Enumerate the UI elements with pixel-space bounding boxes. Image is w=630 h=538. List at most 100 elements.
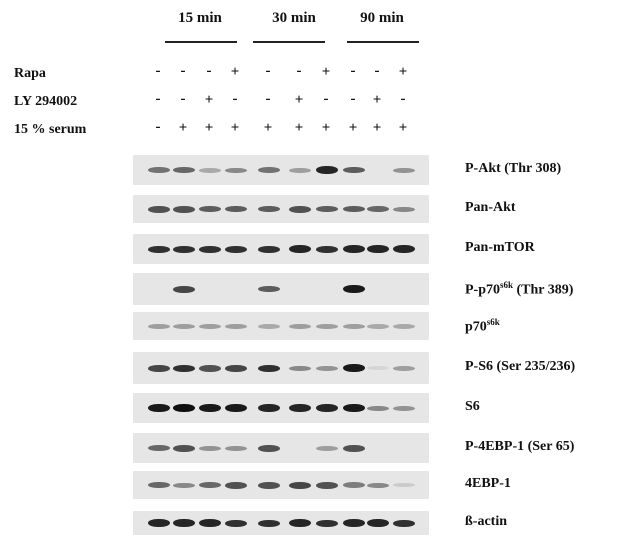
blot-band: [173, 365, 195, 372]
blot-strip: [133, 155, 429, 185]
blot-band: [289, 168, 311, 173]
blot-band: [393, 406, 415, 411]
blot-band: [173, 519, 195, 527]
blot-label-main: Pan-Akt: [465, 200, 516, 215]
blot-band: [343, 482, 365, 488]
condition-sign: +: [204, 92, 214, 108]
blot-band: [367, 366, 389, 370]
blot-band: [316, 520, 338, 527]
blot-band: [316, 482, 338, 489]
blot-band: [258, 482, 280, 489]
timepoint-label-30min: 30 min: [272, 10, 316, 26]
blot-band: [343, 445, 365, 452]
blot-label-main: P-S6 (Ser 235/236): [465, 359, 576, 374]
blot-band: [343, 167, 365, 173]
blot-band: [258, 365, 280, 372]
blot-band: [173, 483, 195, 488]
blot-band: [225, 446, 247, 451]
blot-label: P-Akt (Thr 308): [465, 161, 561, 177]
blot-label: Pan-Akt: [465, 200, 516, 216]
blot-band: [173, 286, 195, 293]
blot-label-main: Pan-mTOR: [465, 240, 535, 255]
condition-sign: +: [230, 64, 240, 80]
blot-label-main: S6: [465, 399, 480, 414]
blot-band: [199, 168, 221, 173]
blot-band: [199, 324, 221, 329]
blot-label-main: ß-actin: [465, 514, 507, 529]
blot-band: [393, 520, 415, 527]
condition-sign: -: [350, 91, 356, 107]
condition-sign: -: [265, 63, 271, 79]
blot-strip: [133, 234, 429, 264]
blot-band: [258, 445, 280, 452]
blot-band: [148, 206, 170, 213]
blot-band: [289, 482, 311, 489]
blot-strip: [133, 433, 429, 463]
condition-sign: -: [155, 91, 161, 107]
condition-sign: +: [294, 120, 304, 136]
blot-label: P-S6 (Ser 235/236): [465, 359, 575, 375]
blot-band: [258, 324, 280, 329]
condition-sign: +: [398, 120, 408, 136]
blot-band: [316, 366, 338, 371]
blot-band: [173, 167, 195, 173]
condition-label-serum: 15 % serum: [14, 122, 87, 137]
blot-band: [199, 404, 221, 412]
blot-band: [199, 446, 221, 451]
condition-sign: +: [263, 120, 273, 136]
blot-band: [289, 366, 311, 371]
blot-band: [225, 206, 247, 212]
blot-band: [225, 404, 247, 412]
condition-sign: -: [155, 119, 161, 135]
condition-sign: -: [206, 63, 212, 79]
condition-sign: +: [372, 92, 382, 108]
blot-band: [367, 324, 389, 329]
blot-band: [173, 404, 195, 412]
blot-band: [148, 167, 170, 173]
blot-label: 4EBP-1: [465, 476, 511, 492]
timepoint-bar-15min: [165, 41, 237, 43]
condition-sign: +: [321, 120, 331, 136]
blot-label: Pan-mTOR: [465, 240, 535, 256]
blot-band: [258, 206, 280, 212]
blot-strip: [133, 393, 429, 423]
blot-label-main: P-p70: [465, 282, 500, 298]
blot-band: [289, 245, 311, 253]
condition-sign: -: [374, 63, 380, 79]
blot-band: [148, 246, 170, 253]
blot-strip: [133, 273, 429, 305]
condition-sign: -: [296, 63, 302, 79]
condition-sign: +: [294, 92, 304, 108]
blot-band: [343, 324, 365, 329]
blot-band: [225, 324, 247, 329]
blot-label-sup: s6k: [486, 317, 500, 327]
condition-sign: -: [400, 91, 406, 107]
blot-band: [199, 365, 221, 372]
timepoint-bar-30min: [253, 41, 325, 43]
timepoint-label-90min: 90 min: [360, 10, 404, 26]
blot-band: [316, 404, 338, 412]
condition-sign: +: [348, 120, 358, 136]
timepoint-label-15min: 15 min: [178, 10, 222, 26]
blot-band: [393, 483, 415, 487]
blot-band: [316, 166, 338, 174]
blot-band: [173, 206, 195, 213]
blot-label-main: p70: [465, 319, 487, 335]
blot-band: [393, 245, 415, 253]
condition-sign: +: [321, 64, 331, 80]
blot-band: [367, 206, 389, 212]
blot-band: [289, 404, 311, 412]
blot-label-main: P-4EBP-1 (Ser 65): [465, 439, 575, 454]
blot-strip: [133, 511, 429, 535]
timepoint-bar-90min: [347, 41, 419, 43]
blot-band: [225, 246, 247, 253]
blot-band: [343, 285, 365, 293]
condition-label-ly294002: LY 294002: [14, 94, 78, 109]
condition-sign: +: [230, 120, 240, 136]
blot-strip: [133, 471, 429, 499]
condition-label-rapa: Rapa: [14, 66, 46, 81]
blot-strip: [133, 352, 429, 384]
blot-label: S6: [465, 399, 480, 415]
blot-band: [343, 364, 365, 372]
